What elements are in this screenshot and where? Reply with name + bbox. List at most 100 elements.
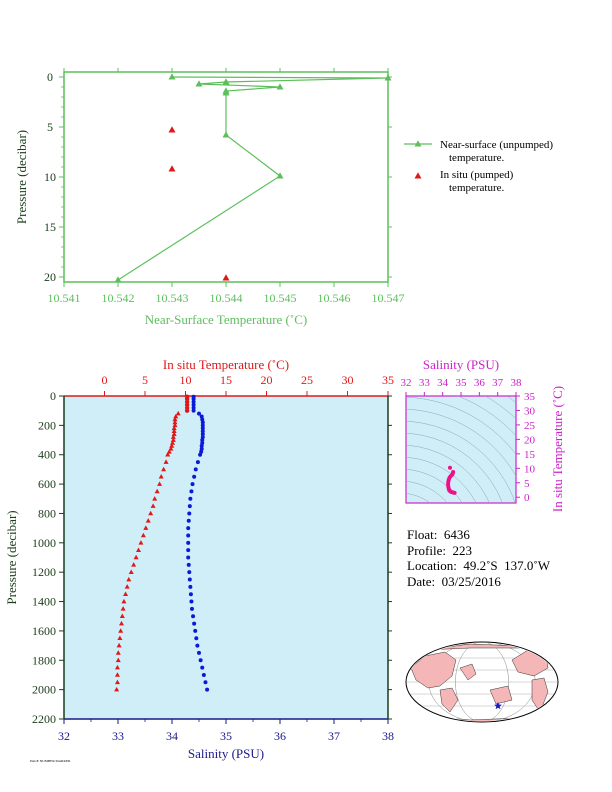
near-surface-x-tick-label: 10.544: [210, 291, 243, 305]
temperature-point: [170, 434, 176, 439]
temperature-point: [116, 642, 122, 648]
salinity-point: [191, 402, 196, 407]
temperature-axis-label: In situ Temperature (˚C): [163, 357, 289, 372]
salinity-x-tick-label: 34: [166, 729, 178, 743]
salinity-point: [205, 687, 210, 692]
salinity-x-tick-label: 33: [112, 729, 124, 743]
temperature-point: [115, 657, 121, 663]
temperature-point: [163, 459, 169, 464]
temperature-point: [114, 686, 120, 692]
salinity-point: [186, 562, 191, 567]
salinity-point: [191, 408, 196, 413]
ts-x-axis-label: Salinity (PSU): [423, 357, 499, 372]
profile-y-tick-label: 400: [38, 448, 56, 462]
profile-y-tick-label: 2200: [32, 712, 56, 726]
profile-y-axis-label: Pressure (decibar): [4, 510, 19, 604]
temperature-x-tick-label: 25: [301, 373, 313, 387]
profile-y-tick-label: 1600: [32, 624, 56, 638]
salinity-point: [187, 570, 192, 575]
salinity-point: [191, 399, 196, 404]
near-surface-x-tick-label: 10.542: [102, 291, 135, 305]
salinity-axis-label: Salinity (PSU): [188, 746, 264, 761]
salinity-point: [190, 482, 195, 487]
ts-x-tick-label: 33: [419, 377, 431, 389]
salinity-point: [189, 599, 194, 604]
temperature-point: [131, 562, 137, 567]
near-surface-unpumped-point: [114, 276, 122, 283]
salinity-x-tick-label: 36: [274, 729, 286, 743]
salinity-point: [197, 650, 201, 655]
ts-density-contour: [406, 396, 516, 455]
temperature-point: [148, 510, 154, 516]
salinity-point: [200, 426, 205, 431]
near-surface-unpumped-point: [222, 131, 230, 138]
ts-point: [448, 465, 452, 470]
ts-density-contour: [406, 481, 448, 503]
temperature-point: [145, 518, 151, 523]
near-surface-unpumped-point: [222, 89, 230, 96]
temperature-point: [119, 613, 125, 619]
ts-y-tick-label: 35: [524, 391, 536, 403]
in-situ-pumped-point: [168, 165, 176, 172]
temperature-x-tick-label: 35: [382, 373, 394, 387]
temperature-point: [115, 650, 121, 655]
float-id-text: Float: 6436: [407, 527, 470, 542]
page-marker-text: PAGE NUMBER MARKER: [30, 759, 71, 763]
near-surface-unpumped-point: [384, 74, 392, 81]
near-surface-y-tick-label: 0: [47, 70, 53, 84]
temperature-point: [175, 410, 181, 416]
salinity-point: [186, 518, 191, 523]
temperature-x-tick-label: 20: [261, 373, 273, 387]
salinity-point: [188, 592, 193, 597]
temperature-point: [124, 584, 130, 589]
near-surface-x-tick-label: 10.545: [264, 291, 297, 305]
legend-pumped-marker: [414, 172, 422, 179]
salinity-point: [187, 511, 192, 516]
ts-point: [452, 490, 457, 495]
temperature-point: [114, 664, 120, 670]
salinity-point: [200, 423, 205, 428]
temperature-point: [114, 672, 120, 677]
salinity-point: [198, 658, 203, 663]
temperature-point: [117, 635, 123, 641]
salinity-point: [201, 672, 206, 677]
temperature-point: [172, 416, 178, 422]
salinity-point: [197, 411, 201, 416]
legend-pumped-label-line2: temperature.: [449, 182, 505, 194]
near-surface-unpumped-point: [276, 83, 284, 90]
near-surface-unpumped-line: [117, 76, 389, 281]
temperature-point: [133, 554, 139, 560]
salinity-point: [192, 621, 197, 626]
map-landmass: [531, 677, 549, 713]
ts-density-contour: [457, 396, 516, 437]
ts-y-axis-label: In situ Temperature (˚C): [550, 386, 565, 512]
ts-x-tick-label: 37: [492, 377, 504, 389]
temperature-point: [136, 547, 142, 552]
profile-y-tick-label: 1000: [32, 536, 56, 550]
near-surface-y-axis-label: Pressure (decibar): [14, 130, 29, 224]
salinity-point: [186, 533, 191, 538]
temperature-point: [171, 428, 177, 434]
temperature-point: [158, 474, 164, 479]
salinity-point: [191, 396, 196, 401]
ts-y-tick-label: 15: [524, 449, 536, 461]
near-surface-y-tick-label: 10: [44, 170, 56, 184]
near-surface-y-tick-label: 15: [44, 220, 56, 234]
salinity-point: [187, 504, 192, 509]
temperature-point: [121, 598, 127, 604]
near-surface-x-tick-label: 10.547: [372, 291, 405, 305]
in-situ-pumped-point: [168, 126, 176, 133]
ts-x-tick-label: 36: [474, 377, 486, 389]
ts-y-tick-label: 30: [524, 405, 536, 417]
profile-y-tick-label: 2000: [32, 683, 56, 697]
map-landmass: [439, 687, 459, 713]
ts-density-contour: [406, 444, 490, 503]
salinity-point: [200, 420, 205, 425]
temperature-point: [152, 496, 158, 501]
salinity-point: [193, 467, 198, 472]
ts-y-tick-label: 5: [524, 478, 530, 490]
ts-y-tick-label: 10: [524, 463, 536, 475]
near-surface-x-tick-label: 10.541: [48, 291, 81, 305]
temperature-point: [169, 443, 175, 448]
salinity-point: [186, 548, 191, 553]
